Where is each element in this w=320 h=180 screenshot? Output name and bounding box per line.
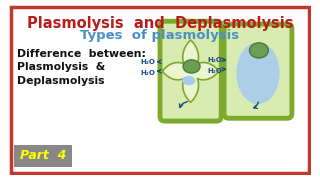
Text: H₂O: H₂O (207, 68, 222, 74)
Text: H₂O: H₂O (207, 57, 222, 63)
Text: Part  4: Part 4 (20, 149, 66, 163)
Text: Plasmolysis  and  Deplasmolysis: Plasmolysis and Deplasmolysis (27, 16, 293, 31)
Ellipse shape (236, 42, 280, 104)
Ellipse shape (182, 76, 195, 85)
FancyBboxPatch shape (224, 24, 292, 118)
Text: H₂O: H₂O (140, 70, 155, 76)
Ellipse shape (250, 43, 268, 58)
Text: Difference  between:: Difference between: (17, 49, 146, 59)
Ellipse shape (183, 60, 200, 73)
Polygon shape (162, 40, 219, 102)
Text: Deplasmolysis: Deplasmolysis (17, 76, 104, 86)
Text: Types  of plasmolysis: Types of plasmolysis (80, 29, 240, 42)
Text: H₂O: H₂O (140, 59, 155, 65)
Text: Plasmolysis  &: Plasmolysis & (17, 62, 105, 72)
FancyBboxPatch shape (160, 21, 221, 121)
FancyBboxPatch shape (14, 145, 72, 167)
